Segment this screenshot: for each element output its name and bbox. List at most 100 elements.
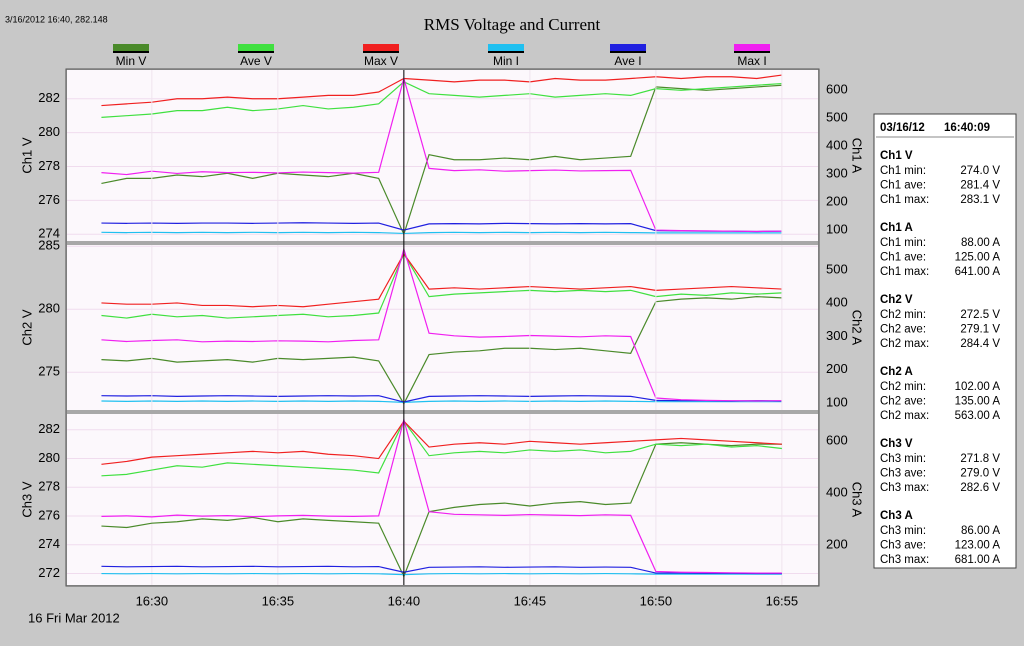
x-tick-label: 16:40 bbox=[388, 593, 421, 608]
stats-label: Ch3 max: bbox=[880, 482, 929, 494]
legend-swatch-base bbox=[113, 51, 149, 53]
y-tick-label: 274 bbox=[38, 536, 60, 551]
stats-value: 102.00 A bbox=[955, 381, 1001, 393]
y2-tick-label: 100 bbox=[826, 222, 848, 237]
legend-label: Max I bbox=[737, 54, 766, 68]
cursor-readout: 3/16/2012 16:40, 282.148 bbox=[5, 14, 108, 24]
legend-swatch bbox=[113, 44, 149, 51]
legend-swatch bbox=[238, 44, 274, 51]
legend-label: Ave V bbox=[240, 54, 272, 68]
stats-value: 563.00 A bbox=[955, 410, 1001, 422]
y-tick-label: 272 bbox=[38, 565, 60, 580]
series-line bbox=[101, 565, 782, 575]
y-tick-label: 278 bbox=[38, 479, 60, 494]
y2-tick-label: 400 bbox=[826, 295, 848, 310]
legend-label: Ave I bbox=[614, 54, 641, 68]
legend-swatch bbox=[363, 44, 399, 51]
series-line bbox=[101, 420, 782, 465]
stats-label: Ch2 min: bbox=[880, 309, 926, 321]
stats-time: 16:40:09 bbox=[944, 122, 990, 134]
stats-date: 03/16/12 bbox=[880, 122, 925, 134]
series-line bbox=[101, 252, 782, 319]
legend-swatch bbox=[610, 44, 646, 51]
stats-value: 681.00 A bbox=[955, 554, 1001, 566]
stats-label: Ch3 max: bbox=[880, 554, 929, 566]
legend-swatch-base bbox=[610, 51, 646, 53]
stats-label: Ch2 max: bbox=[880, 338, 929, 350]
stats-label: Ch1 max: bbox=[880, 266, 929, 278]
stats-panel bbox=[873, 113, 1017, 569]
series-line bbox=[101, 400, 782, 403]
stats-value: 641.00 A bbox=[955, 266, 1001, 278]
stats-label: Ch1 ave: bbox=[880, 180, 926, 192]
stats-label: Ch3 min: bbox=[880, 525, 926, 537]
stats-group-title: Ch3 V bbox=[880, 438, 913, 450]
series-line bbox=[101, 442, 782, 578]
legend-swatch-base bbox=[488, 51, 524, 53]
y2-tick-label: 500 bbox=[826, 261, 848, 276]
y2-axis-title: Ch3 A bbox=[850, 482, 865, 518]
stats-label: Ch2 ave: bbox=[880, 396, 926, 408]
panel-separator bbox=[67, 241, 818, 245]
y-tick-label: 282 bbox=[38, 421, 60, 436]
stats-label: Ch1 min: bbox=[880, 165, 926, 177]
y2-tick-label: 600 bbox=[826, 81, 848, 96]
y-tick-label: 282 bbox=[38, 90, 60, 105]
stats-value: 86.00 A bbox=[961, 525, 1000, 537]
stats-value: 279.1 V bbox=[960, 324, 1000, 336]
panel-background bbox=[67, 245, 818, 410]
legend-swatch bbox=[488, 44, 524, 51]
y-tick-label: 276 bbox=[38, 507, 60, 522]
stats-label: Ch1 max: bbox=[880, 194, 929, 206]
stats-label: Ch3 ave: bbox=[880, 468, 926, 480]
legend-swatch-base bbox=[363, 51, 399, 53]
y-axis-title: Ch1 V bbox=[19, 137, 34, 173]
series-line bbox=[101, 296, 782, 405]
y2-tick-label: 600 bbox=[826, 432, 848, 447]
stats-group-title: Ch2 A bbox=[880, 366, 913, 378]
stats-label: Ch1 min: bbox=[880, 237, 926, 249]
legend-label: Max V bbox=[364, 54, 398, 68]
stats-label: Ch3 ave: bbox=[880, 540, 926, 552]
stats-value: 279.0 V bbox=[960, 468, 1000, 480]
legend-swatch-base bbox=[734, 51, 770, 53]
stats-value: 282.6 V bbox=[960, 482, 1000, 494]
stats-value: 123.00 A bbox=[955, 540, 1001, 552]
date-label: 16 Fri Mar 2012 bbox=[28, 610, 120, 625]
y2-tick-label: 500 bbox=[826, 109, 848, 124]
y2-tick-label: 300 bbox=[826, 328, 848, 343]
series-line bbox=[101, 84, 782, 236]
x-tick-label: 16:45 bbox=[514, 593, 547, 608]
legend-label: Min V bbox=[116, 54, 147, 68]
y2-axis-title: Ch1 A bbox=[850, 138, 865, 174]
stats-group-title: Ch2 V bbox=[880, 294, 913, 306]
y-tick-label: 274 bbox=[38, 226, 60, 241]
stats-group-title: Ch1 V bbox=[880, 150, 913, 162]
y-tick-label: 285 bbox=[38, 238, 60, 253]
y2-tick-label: 200 bbox=[826, 536, 848, 551]
stats-group-title: Ch3 A bbox=[880, 510, 913, 522]
stats-value: 271.8 V bbox=[960, 453, 1000, 465]
y-tick-label: 280 bbox=[38, 301, 60, 316]
stats-value: 125.00 A bbox=[955, 252, 1001, 264]
y2-tick-label: 400 bbox=[826, 484, 848, 499]
y-axis-title: Ch3 V bbox=[19, 481, 34, 517]
series-line bbox=[101, 572, 782, 576]
stats-value: 274.0 V bbox=[960, 165, 1000, 177]
stats-value: 88.00 A bbox=[961, 237, 1000, 249]
legend-label: Min I bbox=[493, 54, 519, 68]
y-tick-label: 275 bbox=[38, 364, 60, 379]
panel-background bbox=[67, 70, 818, 241]
stats-value: 283.1 V bbox=[960, 194, 1000, 206]
y-tick-label: 278 bbox=[38, 158, 60, 173]
y-tick-label: 280 bbox=[38, 124, 60, 139]
stats-value: 284.4 V bbox=[960, 338, 1000, 350]
y2-tick-label: 400 bbox=[826, 137, 848, 152]
stats-value: 135.00 A bbox=[955, 396, 1001, 408]
legend-swatch bbox=[734, 44, 770, 51]
stats-value: 281.4 V bbox=[960, 180, 1000, 192]
panel-separator bbox=[67, 410, 818, 414]
x-tick-label: 16:55 bbox=[766, 593, 799, 608]
